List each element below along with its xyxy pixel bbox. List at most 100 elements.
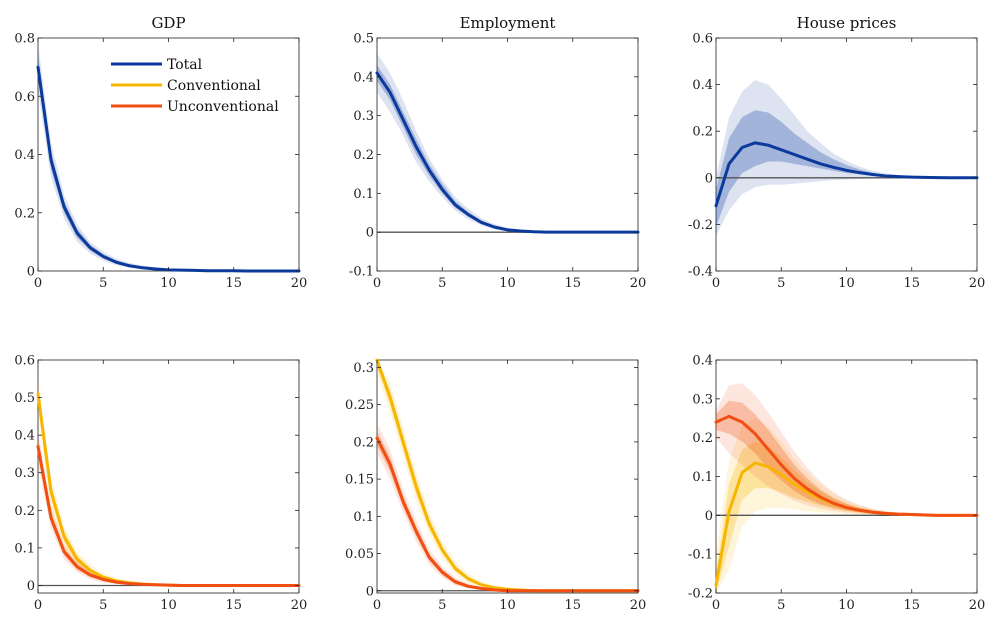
outer-band xyxy=(38,378,299,586)
series-line-unconventional xyxy=(36,444,301,587)
x-tick-label: 20 xyxy=(630,598,647,613)
y-tick-label: 0 xyxy=(27,265,35,280)
y-tick-label: 0 xyxy=(27,579,35,594)
y-tick-label: 0.1 xyxy=(353,187,374,202)
x-tick-label: 10 xyxy=(160,598,177,613)
panel-title: Employment xyxy=(460,14,556,32)
x-tick-label: 0 xyxy=(712,598,720,613)
x-tick-label: 10 xyxy=(499,598,516,613)
outer-band xyxy=(377,423,638,591)
x-tick-label: 0 xyxy=(712,276,720,291)
outer-band xyxy=(716,79,977,237)
x-tick-label: 10 xyxy=(499,276,516,291)
legend-label: Total xyxy=(167,57,203,73)
x-tick-label: 5 xyxy=(438,276,446,291)
y-tick-label: 0.4 xyxy=(14,429,35,444)
x-tick-label: 5 xyxy=(777,276,785,291)
y-tick-label: -0.4 xyxy=(688,265,713,280)
y-tick-label: -0.1 xyxy=(688,548,713,563)
y-tick-label: 0 xyxy=(705,171,713,186)
x-tick-label: 15 xyxy=(225,276,242,291)
outer-band xyxy=(377,360,638,591)
y-tick-label: 0.6 xyxy=(14,90,35,105)
panel-gdp-total: 0 5 10 15 20 0 0.2 0.4 0.6 0.8 GDP xyxy=(14,14,307,291)
series-gdp-split-1 xyxy=(38,431,299,586)
legend-label: Unconventional xyxy=(167,99,279,115)
panels: 0 5 10 15 20 0 0.2 0.4 0.6 0.8 GDP 0 5 10 15 20 -0.1 0 0.1… xyxy=(14,14,985,613)
series-house-prices-split-0 xyxy=(716,418,977,593)
y-tick-label: -0.2 xyxy=(688,587,713,602)
legend-label: Conventional xyxy=(167,78,261,94)
y-tick-label: 0.4 xyxy=(692,354,713,369)
y-tick-label: 0.5 xyxy=(14,391,35,406)
panel-house-prices-split: 0 5 10 15 20 -0.2 -0.1 0 0.1 0.2 0.3 0.4 xyxy=(688,354,985,614)
x-tick-label: 0 xyxy=(373,598,381,613)
x-tick-label: 20 xyxy=(969,276,986,291)
series-line-total xyxy=(714,141,979,208)
y-tick-label: 0.8 xyxy=(14,32,35,47)
y-tick-label: 0.2 xyxy=(14,504,35,519)
y-tick-label: -0.2 xyxy=(688,218,713,233)
series-line-conventional xyxy=(36,392,301,587)
y-tick-label: 0.15 xyxy=(345,473,374,488)
x-tick-label: 10 xyxy=(838,276,855,291)
y-tick-label: 0.2 xyxy=(692,125,713,140)
x-tick-label: 20 xyxy=(630,276,647,291)
inner-band xyxy=(716,400,977,516)
x-tick-label: 20 xyxy=(291,598,308,613)
y-tick-label: 0.1 xyxy=(14,541,35,556)
y-tick-label: 0.3 xyxy=(14,466,35,481)
y-tick-label: 0 xyxy=(366,226,374,241)
x-tick-label: 15 xyxy=(903,598,920,613)
panel-employment-split: 0 5 10 15 20 0 0.05 0.1 0.15 0.2 0.25 0.3 xyxy=(345,358,647,613)
y-tick-label: 0.2 xyxy=(692,431,713,446)
y-tick-label: 0.5 xyxy=(353,32,374,47)
outer-band xyxy=(38,431,299,586)
series-employment-split-1 xyxy=(377,423,638,591)
y-tick-label: 0.05 xyxy=(345,547,374,562)
x-tick-label: 15 xyxy=(903,276,920,291)
series-house-prices-total-0 xyxy=(716,79,977,237)
y-tick-label: 0.6 xyxy=(14,354,35,369)
series-line-unconventional xyxy=(714,414,979,517)
y-tick-label: 0.25 xyxy=(345,398,374,413)
inner-band xyxy=(377,430,638,591)
panel-title: House prices xyxy=(797,14,897,32)
x-tick-label: 15 xyxy=(225,598,242,613)
y-tick-label: 0.6 xyxy=(692,32,713,47)
series-employment-total-0 xyxy=(377,53,638,233)
inner-band xyxy=(716,110,977,227)
y-tick-label: 0 xyxy=(366,584,374,599)
y-tick-label: 0.2 xyxy=(353,435,374,450)
x-tick-label: 0 xyxy=(34,276,42,291)
y-tick-label: 0.3 xyxy=(353,361,374,376)
y-tick-label: 0 xyxy=(705,509,713,524)
inner-band xyxy=(38,386,299,586)
outer-band xyxy=(716,418,977,593)
series-line-unconventional xyxy=(375,436,640,593)
panel-title: GDP xyxy=(151,14,185,32)
inner-band xyxy=(716,441,977,593)
x-tick-label: 5 xyxy=(99,598,107,613)
x-tick-label: 15 xyxy=(564,598,581,613)
y-tick-label: 0.4 xyxy=(14,148,35,163)
panel-house-prices-total: 0 5 10 15 20 -0.4 -0.2 0 0.2 0.4 0.6 House prices xyxy=(688,14,985,291)
y-tick-label: 0.3 xyxy=(353,109,374,124)
x-tick-label: 5 xyxy=(777,598,785,613)
panel-gdp-split: 0 5 10 15 20 0 0.1 0.2 0.3 0.4 0.5 0.6 xyxy=(14,354,307,614)
x-tick-label: 20 xyxy=(969,598,986,613)
y-tick-label: 0.4 xyxy=(353,70,374,85)
series-house-prices-split-1 xyxy=(716,383,977,516)
outer-band xyxy=(716,383,977,516)
series-employment-split-0 xyxy=(377,360,638,591)
x-tick-label: 20 xyxy=(291,276,308,291)
y-tick-label: 0.4 xyxy=(692,78,713,93)
y-tick-label: 0.2 xyxy=(14,206,35,221)
x-tick-label: 5 xyxy=(438,598,446,613)
y-tick-label: 0.1 xyxy=(692,470,713,485)
x-tick-label: 0 xyxy=(34,598,42,613)
x-tick-label: 0 xyxy=(373,276,381,291)
series-line-total xyxy=(375,71,640,234)
